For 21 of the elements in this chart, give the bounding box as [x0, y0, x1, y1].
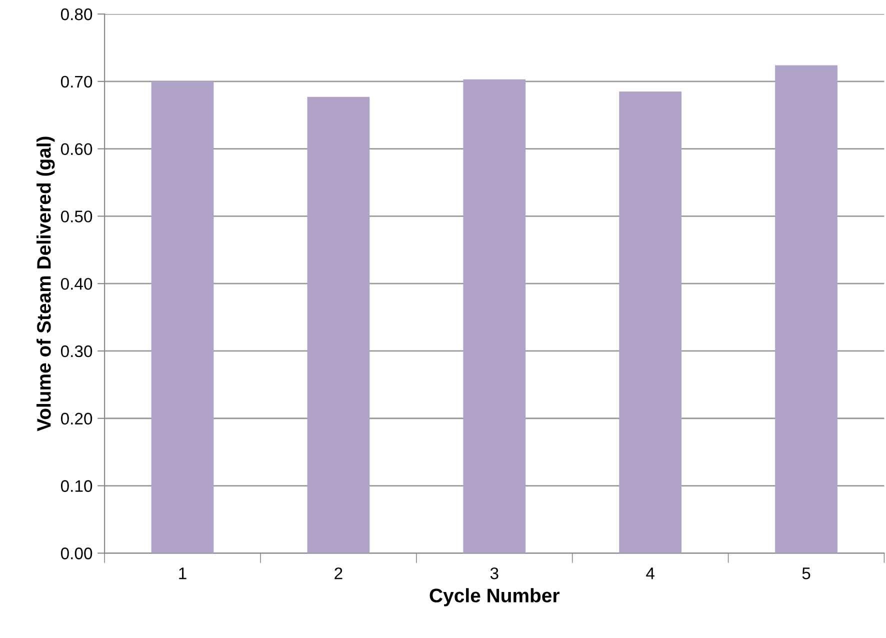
y-tick-label: 0.50: [60, 210, 92, 222]
y-tick-label: 0.20: [60, 412, 92, 425]
y-tick-label: 0.30: [60, 345, 92, 358]
y-tick-label: 0.60: [60, 143, 92, 156]
x-tick-label: 4: [646, 568, 654, 580]
x-tick-label: 2: [334, 567, 342, 580]
bar: [619, 92, 682, 554]
y-tick-label: 0.10: [60, 480, 92, 492]
y-tick-label: 0.40: [60, 278, 92, 290]
bar: [307, 96, 370, 554]
bar: [463, 79, 526, 554]
x-tick-label: 5: [802, 568, 810, 580]
bar: [151, 81, 214, 554]
y-tick-label: 0.70: [60, 76, 92, 88]
x-tick-label: 3: [490, 567, 498, 580]
y-tick-label: 0.80: [60, 8, 92, 20]
x-axis-title: Cycle Number: [430, 588, 560, 606]
y-tick-label: 0.00: [60, 548, 92, 560]
x-tick-label: 1: [179, 568, 186, 580]
y-axis-title: Volume of Steam Delivered (gal): [36, 136, 55, 432]
bar: [775, 65, 838, 554]
